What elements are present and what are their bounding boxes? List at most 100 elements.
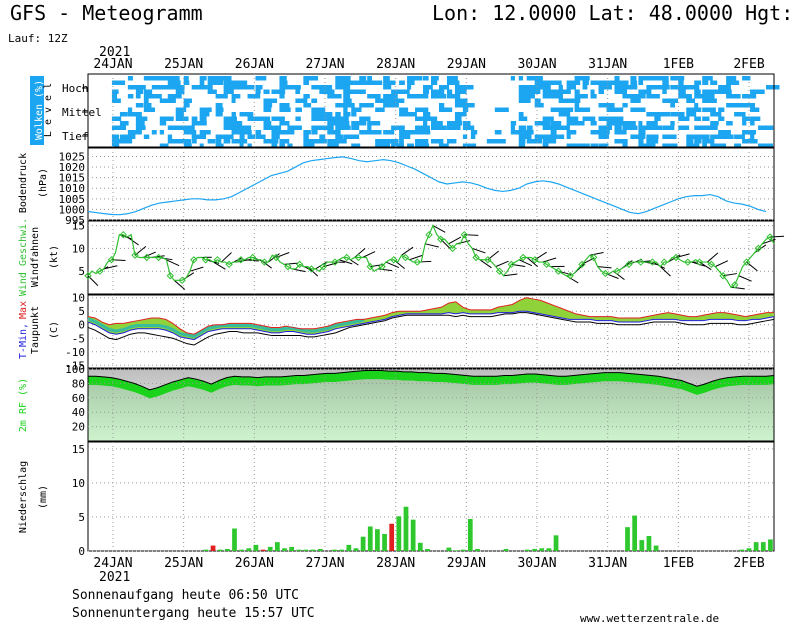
cloud-block: [303, 80, 309, 85]
cloud-block: [446, 121, 461, 126]
cloud-block: [510, 125, 515, 130]
cloud-block: [327, 130, 341, 135]
temp-tick-label: 0: [78, 319, 85, 332]
precip-bar: [239, 549, 245, 551]
cloud-block: [614, 121, 630, 126]
cloud-ylabel-bg: [30, 76, 44, 145]
precip-bar: [525, 549, 530, 551]
date-top-25JAN: 25JAN: [164, 57, 203, 72]
cloud-block: [542, 143, 549, 148]
cloud-block: [215, 76, 228, 81]
cloud-block: [446, 139, 457, 144]
cloud-block: [399, 89, 410, 94]
cloud-block: [343, 121, 350, 126]
cloud-block: [526, 85, 539, 90]
cloud-block: [263, 125, 278, 130]
cloud-block: [574, 76, 590, 81]
cloud-block: [590, 143, 599, 148]
cloud-block: [343, 98, 352, 103]
cloud-block: [407, 112, 417, 117]
cloud-block: [231, 130, 244, 135]
precip-bar: [267, 546, 273, 551]
cloud-block: [662, 80, 669, 85]
cloud-block: [518, 143, 526, 148]
cloud-block: [223, 76, 232, 81]
wind-marker: [542, 260, 551, 269]
cloud-block: [319, 116, 328, 121]
cloud-block: [359, 130, 373, 135]
cloud-block: [750, 103, 755, 108]
cloud-block: [407, 85, 412, 90]
cloud-block: [311, 107, 326, 112]
cloud-block: [175, 139, 192, 144]
cloud-block: [718, 134, 728, 139]
cloud-block: [127, 76, 133, 81]
cloud-block: [303, 94, 310, 99]
cloud-block: [239, 80, 248, 85]
cloud-block: [151, 85, 168, 90]
cloud-block: [566, 107, 574, 112]
cloud-block: [534, 80, 547, 85]
cloud-block: [247, 112, 254, 117]
cloud-block: [343, 103, 355, 108]
cloud-block: [670, 76, 685, 81]
website-link[interactable]: www.wetterzentrale.de: [580, 612, 719, 625]
wind-marker: [566, 272, 574, 280]
cloud-block: [614, 107, 624, 112]
dewpoint-line: [87, 312, 775, 346]
cloud-ylabel: Wolken (%): [34, 80, 45, 140]
cloud-block: [750, 89, 765, 94]
cloud-block: [367, 130, 382, 135]
cloud-block: [207, 139, 216, 144]
precip-bar: [353, 548, 359, 551]
cloud-block: [726, 103, 742, 108]
cloud-block: [327, 139, 342, 144]
cloud-block: [311, 130, 318, 135]
cloud-block: [702, 139, 714, 144]
cloud-block: [343, 85, 351, 90]
cloud-block: [742, 76, 751, 81]
cloud-block: [343, 76, 351, 81]
wind-marker: [519, 253, 527, 262]
cloud-block: [598, 116, 614, 121]
cloud-block: [750, 94, 757, 99]
cloud-block: [606, 80, 616, 85]
wind-barb: [189, 266, 204, 272]
cloud-block: [614, 80, 629, 85]
cloud-block: [263, 98, 278, 103]
cloud-block: [566, 80, 581, 85]
cloud-block: [183, 98, 192, 103]
cloud-block: [159, 85, 170, 90]
cloud-block: [279, 121, 290, 126]
wind-barb: [762, 238, 776, 245]
cloud-block: [383, 80, 394, 85]
cloud-block: [399, 107, 409, 112]
cloud-block: [375, 139, 391, 144]
cloud-block: [718, 89, 732, 94]
cloud-block: [726, 76, 737, 81]
cloud-block: [311, 139, 325, 144]
cloud-block: [111, 139, 125, 144]
cloud-block: [135, 103, 144, 108]
cloud-block: [726, 134, 734, 139]
cloud-block: [614, 85, 623, 90]
precip-bar: [653, 545, 659, 551]
wind-barb: [479, 259, 492, 269]
date-bottom-30JAN: 30JAN: [517, 556, 556, 571]
cloud-block: [534, 121, 551, 126]
cloud-block: [694, 139, 702, 144]
wind-barb: [659, 266, 671, 277]
cloud-block: [694, 94, 710, 99]
wind-barb: [103, 265, 118, 270]
cloud-block: [662, 143, 671, 148]
cloud-block: [694, 85, 700, 90]
cloud-block: [295, 116, 301, 121]
cloud-block: [438, 143, 449, 148]
cloud-block: [415, 125, 430, 130]
wind-barb: [503, 273, 518, 277]
cloud-block: [518, 112, 524, 117]
cloud-block: [566, 89, 571, 94]
cloud-block: [526, 94, 535, 99]
cloud-block: [742, 116, 751, 121]
precip-bar: [260, 549, 266, 551]
